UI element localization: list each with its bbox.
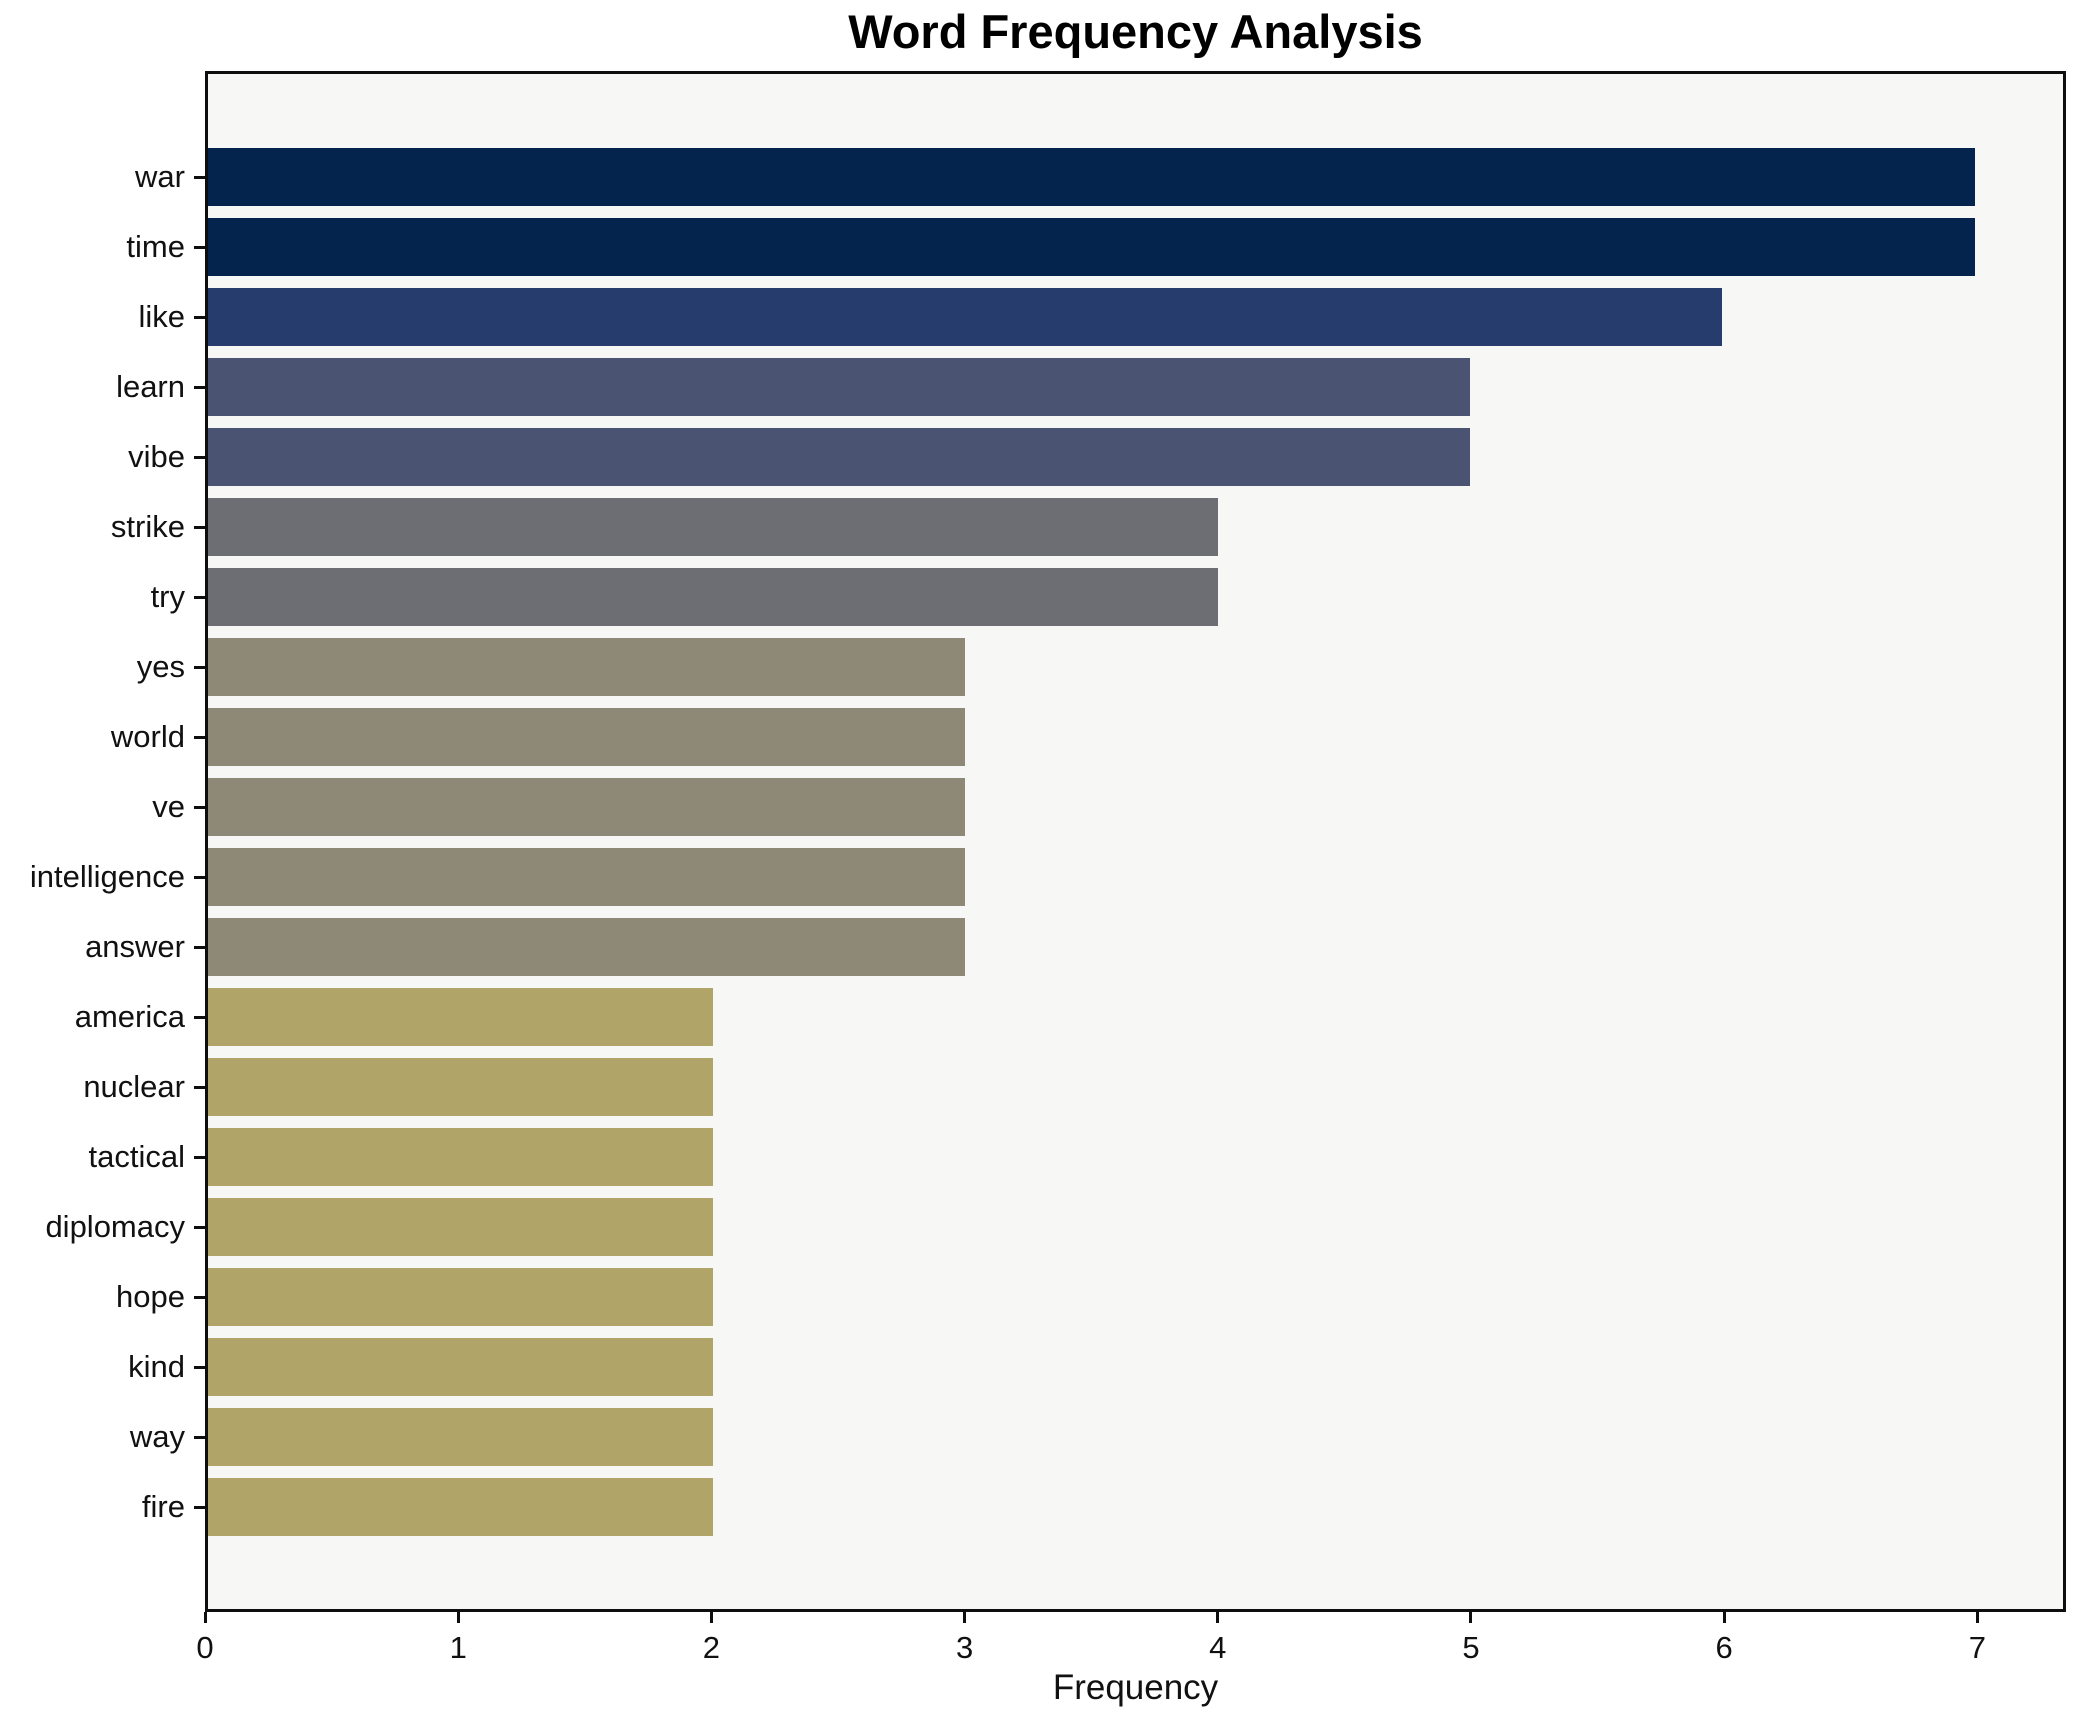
x-tick-label-4: 4: [1209, 1630, 1227, 1665]
y-tick-label-world: world: [110, 719, 185, 754]
x-tick-label-2: 2: [702, 1630, 721, 1665]
y-tick-mark: [194, 805, 205, 809]
y-tick-label-hope: hope: [116, 1279, 185, 1314]
y-tick-mark: [194, 455, 205, 459]
x-tick-label-3: 3: [955, 1630, 974, 1665]
y-tick-label-intelligence: intelligence: [29, 859, 185, 894]
y-tick-mark: [194, 875, 205, 879]
x-tick-mark: [1722, 1612, 1726, 1623]
y-tick-label-war: war: [135, 159, 185, 194]
y-tick-label-ve: ve: [152, 789, 185, 824]
bar-america: [208, 988, 713, 1046]
bar-kind: [208, 1338, 713, 1396]
y-tick-mark: [194, 1435, 205, 1439]
x-tick-label-7: 7: [1968, 1630, 1986, 1665]
x-tick-label-5: 5: [1462, 1630, 1480, 1665]
bar-intelligence: [208, 848, 966, 906]
y-tick-mark: [194, 1505, 205, 1509]
y-tick-mark: [194, 1225, 205, 1229]
y-tick-label-vibe: vibe: [128, 439, 185, 474]
bar-ve: [208, 778, 966, 836]
bar-vibe: [208, 428, 1470, 486]
bar-learn: [208, 358, 1470, 416]
x-tick-label-1: 1: [449, 1630, 467, 1665]
y-tick-label-learn: learn: [116, 369, 185, 404]
y-tick-label-fire: fire: [141, 1489, 185, 1524]
bar-answer: [208, 918, 966, 976]
bar-diplomacy: [208, 1198, 713, 1256]
x-tick-mark: [1469, 1612, 1473, 1623]
y-tick-mark: [194, 525, 205, 529]
y-tick-mark: [194, 1015, 205, 1019]
y-tick-label-way: way: [129, 1419, 185, 1454]
y-tick-mark: [194, 1365, 205, 1369]
x-tick-label-6: 6: [1715, 1630, 1733, 1665]
chart-title: Word Frequency Analysis: [848, 5, 1423, 58]
x-tick-mark: [1975, 1612, 1979, 1623]
y-tick-mark: [194, 1155, 205, 1159]
x-tick-mark: [709, 1612, 713, 1623]
y-tick-label-kind: kind: [128, 1349, 185, 1384]
y-tick-mark: [194, 1085, 205, 1089]
y-tick-label-like: like: [138, 299, 185, 334]
bar-way: [208, 1408, 713, 1466]
x-tick-mark: [1216, 1612, 1220, 1623]
bar-nuclear: [208, 1058, 713, 1116]
y-tick-mark: [194, 665, 205, 669]
y-tick-label-try: try: [150, 579, 185, 614]
bar-like: [208, 288, 1723, 346]
bar-time: [208, 218, 1975, 276]
bar-fire: [208, 1478, 713, 1536]
y-tick-label-answer: answer: [85, 929, 185, 964]
plot-area: [205, 71, 2066, 1612]
y-tick-mark: [194, 1295, 205, 1299]
x-axis-label: Frequency: [1052, 1668, 1219, 1707]
bar-tactical: [208, 1128, 713, 1186]
y-tick-label-nuclear: nuclear: [83, 1069, 185, 1104]
bar-war: [208, 148, 1975, 206]
y-tick-mark: [194, 595, 205, 599]
y-tick-mark: [194, 945, 205, 949]
x-tick-label-0: 0: [196, 1630, 214, 1665]
y-tick-mark: [194, 385, 205, 389]
bar-hope: [208, 1268, 713, 1326]
bar-strike: [208, 498, 1218, 556]
y-tick-label-tactical: tactical: [88, 1139, 185, 1174]
bar-world: [208, 708, 966, 766]
y-tick-mark: [194, 315, 205, 319]
x-tick-mark: [203, 1612, 207, 1623]
y-tick-mark: [194, 175, 205, 179]
y-tick-label-strike: strike: [110, 509, 185, 544]
y-tick-label-america: america: [74, 999, 185, 1034]
bar-try: [208, 568, 1218, 626]
y-tick-label-diplomacy: diplomacy: [45, 1209, 185, 1244]
x-tick-mark: [456, 1612, 460, 1623]
y-tick-label-time: time: [126, 229, 185, 264]
y-tick-mark: [194, 245, 205, 249]
y-tick-label-yes: yes: [136, 649, 185, 684]
bar-yes: [208, 638, 966, 696]
y-tick-mark: [194, 735, 205, 739]
x-tick-mark: [963, 1612, 967, 1623]
